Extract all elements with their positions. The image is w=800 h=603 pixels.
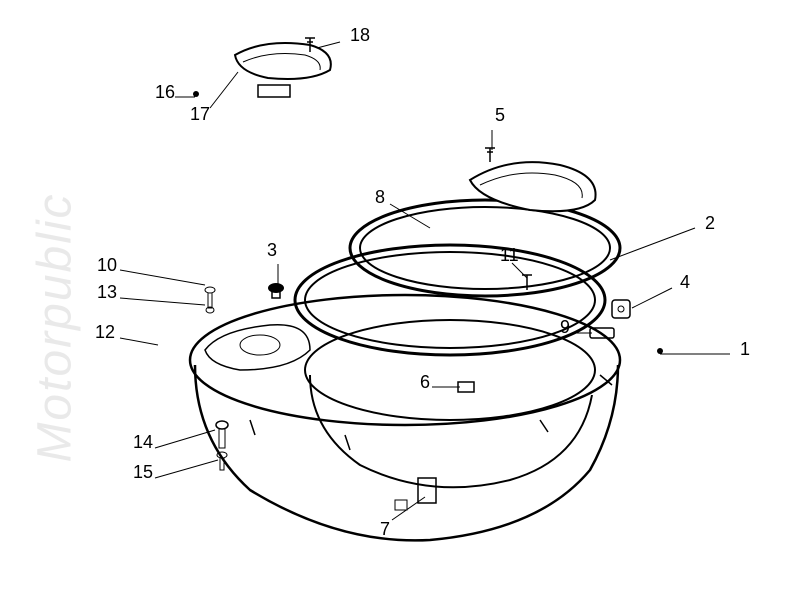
reference-dot bbox=[193, 91, 199, 97]
callout-2: 2 bbox=[705, 213, 715, 234]
callout-10: 10 bbox=[97, 255, 117, 276]
reference-dot bbox=[657, 348, 663, 354]
diagram-svg bbox=[0, 0, 800, 603]
callout-18: 18 bbox=[350, 25, 370, 46]
callout-6: 6 bbox=[420, 372, 430, 393]
callout-7: 7 bbox=[380, 519, 390, 540]
callout-3: 3 bbox=[267, 240, 277, 261]
callout-5: 5 bbox=[495, 105, 505, 126]
callout-12: 12 bbox=[95, 322, 115, 343]
callout-13: 13 bbox=[97, 282, 117, 303]
parts-diagram: 1 2 3 4 5 6 7 8 9 10 11 12 13 14 15 16 1… bbox=[0, 0, 800, 603]
callout-16: 16 bbox=[155, 82, 175, 103]
callout-8: 8 bbox=[375, 187, 385, 208]
callout-4: 4 bbox=[680, 272, 690, 293]
callout-lines bbox=[120, 42, 730, 520]
callout-17: 17 bbox=[190, 104, 210, 125]
watermark-text: Motorpublic bbox=[28, 192, 83, 462]
cover-lid-part bbox=[470, 162, 596, 211]
callout-11: 11 bbox=[500, 245, 519, 266]
lower-gasket-part bbox=[295, 245, 605, 355]
small-cover-part bbox=[235, 43, 331, 97]
callout-15: 15 bbox=[133, 462, 153, 483]
callout-14: 14 bbox=[133, 432, 153, 453]
callout-9: 9 bbox=[560, 317, 570, 338]
callout-1: 1 bbox=[740, 339, 750, 360]
storage-bucket-part bbox=[190, 295, 620, 540]
